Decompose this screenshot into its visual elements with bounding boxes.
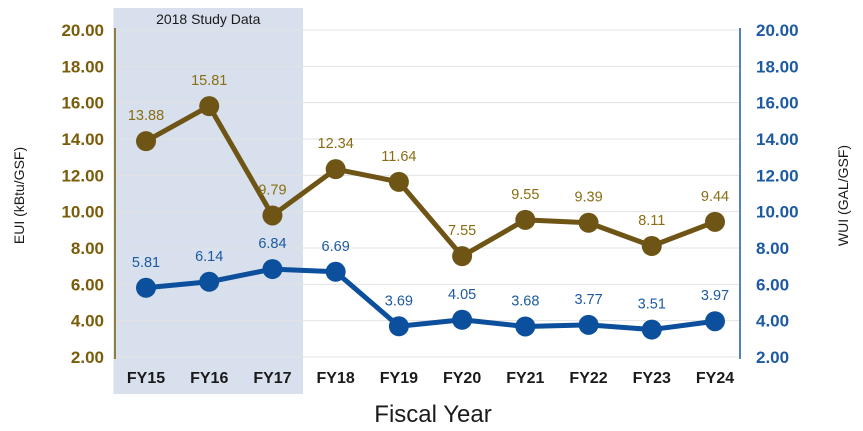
x-tick-label: FY22 [569, 370, 607, 387]
series-point-eui [262, 205, 283, 226]
x-tick-label: FY20 [443, 370, 481, 387]
data-label-eui: 9.39 [574, 190, 602, 206]
data-label-wui: 3.51 [638, 297, 666, 313]
x-axis-title: Fiscal Year [374, 401, 491, 428]
data-label-wui: 6.14 [195, 249, 223, 265]
data-label-wui: 5.81 [132, 255, 160, 271]
series-point-eui [136, 131, 156, 152]
series-point-eui [388, 171, 409, 192]
series-point-wui [388, 316, 409, 337]
left-axis-title: EUI (kBtu/GSF) [11, 147, 27, 244]
left-y-tick-label: 18.00 [61, 57, 104, 76]
data-label-wui: 3.68 [511, 293, 539, 309]
right-y-tick-label: 12.00 [756, 166, 799, 185]
series-point-wui [515, 316, 536, 337]
highlight-band-label: 2018 Study Data [156, 11, 261, 27]
right-y-tick-label: 10.00 [756, 203, 799, 222]
right-y-ticks: 2.00 4.00 6.00 8.00 10.00 12.00 14.00 16.00 18.0… [756, 21, 799, 367]
series-point-wui [578, 314, 599, 335]
x-ticks: FY15 FY16 FY17 FY18 FY19 FY20 FY21 FY22 FY23 FY24 [127, 370, 734, 387]
x-tick-label: FY17 [253, 370, 291, 387]
series-point-wui [452, 309, 473, 330]
data-label-wui: 3.97 [701, 288, 729, 304]
x-tick-label: FY21 [506, 370, 544, 387]
series-point-wui [262, 259, 283, 280]
data-label-eui: 8.11 [638, 213, 665, 229]
right-axis-title: WUI (GAL/GSF) [835, 145, 851, 246]
series-point-eui [578, 212, 599, 233]
right-y-tick-label: 2.00 [756, 348, 789, 367]
series-point-eui [199, 96, 220, 117]
data-label-wui: 4.05 [448, 287, 476, 303]
data-label-eui: 7.55 [448, 223, 476, 239]
series-point-wui [705, 311, 725, 332]
data-label-wui: 3.77 [574, 292, 602, 308]
left-y-tick-label: 12.00 [61, 166, 104, 185]
x-tick-label: FY15 [127, 370, 165, 387]
series-point-eui [515, 209, 536, 230]
series-point-eui [325, 159, 346, 180]
right-y-tick-label: 6.00 [756, 275, 789, 294]
series-point-eui [641, 236, 662, 257]
x-tick-label: FY18 [317, 370, 355, 387]
right-y-tick-label: 14.00 [756, 130, 799, 149]
left-y-ticks: 2.00 4.00 6.00 8.00 10.00 12.00 14.00 16.00 18.0… [61, 21, 104, 367]
series-point-wui [641, 319, 662, 340]
right-y-tick-label: 16.00 [756, 94, 799, 113]
data-label-eui: 13.88 [128, 108, 164, 124]
data-label-wui: 6.84 [258, 236, 286, 252]
left-y-tick-label: 10.00 [61, 203, 104, 222]
data-label-eui: 9.44 [701, 189, 729, 205]
series-point-wui [325, 261, 346, 282]
data-label-wui: 6.69 [322, 239, 350, 255]
series-group: 13.88 15.81 9.79 12.34 11.64 7.55 9.55 9.39 8.11… [128, 73, 729, 340]
left-y-tick-label: 14.00 [61, 130, 104, 149]
left-y-tick-label: 2.00 [71, 348, 104, 367]
right-y-tick-label: 18.00 [756, 57, 799, 76]
data-label-eui: 9.55 [511, 187, 539, 203]
series-point-wui [136, 277, 156, 298]
gridlines [115, 29, 740, 358]
series-line-wui [143, 266, 718, 333]
series-point-eui [452, 246, 473, 267]
left-y-tick-label: 6.00 [71, 275, 104, 294]
right-y-tick-label: 8.00 [756, 239, 789, 258]
left-y-tick-label: 16.00 [61, 94, 104, 113]
left-y-tick-label: 8.00 [71, 239, 104, 258]
x-tick-label: FY19 [380, 370, 418, 387]
right-y-tick-label: 20.00 [756, 21, 799, 40]
highlight-band [113, 8, 304, 394]
series-point-wui [199, 271, 220, 292]
data-label-eui: 11.64 [381, 149, 416, 165]
data-label-wui: 3.69 [385, 293, 413, 309]
x-tick-label: FY16 [190, 370, 228, 387]
left-y-tick-label: 20.00 [61, 21, 104, 40]
data-label-eui: 9.79 [258, 182, 286, 198]
data-label-eui: 15.81 [191, 73, 227, 89]
left-y-tick-label: 4.00 [71, 312, 104, 331]
x-tick-label: FY24 [696, 370, 734, 387]
right-y-tick-label: 4.00 [756, 312, 789, 331]
data-label-eui: 12.34 [318, 136, 354, 152]
series-line-eui [143, 103, 718, 259]
x-tick-label: FY23 [633, 370, 671, 387]
series-point-eui [705, 211, 725, 232]
